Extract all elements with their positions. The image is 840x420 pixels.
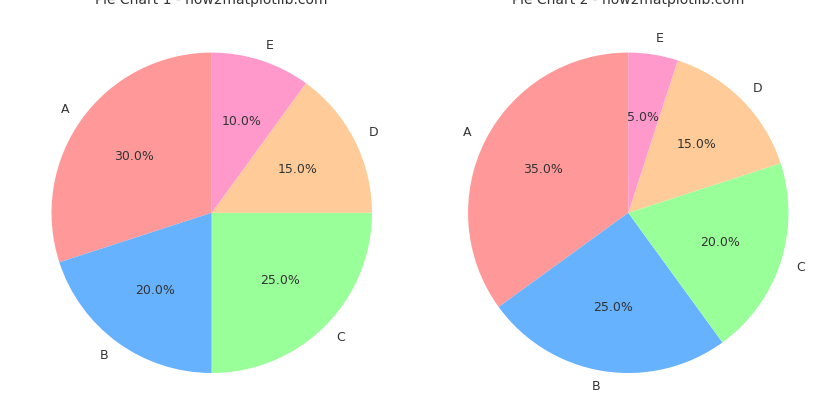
Text: 25.0%: 25.0%: [593, 301, 633, 314]
Wedge shape: [499, 213, 722, 373]
Text: E: E: [266, 39, 274, 52]
Text: 15.0%: 15.0%: [277, 163, 318, 176]
Wedge shape: [212, 52, 306, 213]
Text: E: E: [656, 32, 664, 45]
Wedge shape: [628, 52, 678, 213]
Text: 15.0%: 15.0%: [676, 138, 717, 151]
Wedge shape: [628, 60, 780, 213]
Title: Pie Chart 2 - how2matplotlib.com: Pie Chart 2 - how2matplotlib.com: [512, 0, 744, 7]
Text: B: B: [592, 381, 601, 394]
Text: 5.0%: 5.0%: [627, 111, 659, 124]
Text: C: C: [336, 331, 345, 344]
Wedge shape: [468, 52, 628, 307]
Text: 35.0%: 35.0%: [522, 163, 563, 176]
Text: 20.0%: 20.0%: [700, 236, 740, 249]
Text: 10.0%: 10.0%: [222, 115, 261, 128]
Text: 25.0%: 25.0%: [260, 274, 300, 287]
Text: A: A: [463, 126, 471, 139]
Wedge shape: [628, 163, 789, 342]
Text: C: C: [795, 261, 805, 274]
Wedge shape: [51, 52, 212, 262]
Text: 30.0%: 30.0%: [114, 150, 154, 163]
Text: 20.0%: 20.0%: [135, 284, 176, 297]
Text: D: D: [369, 126, 378, 139]
Wedge shape: [212, 213, 372, 373]
Title: Pie Chart 1 - how2matplotlib.com: Pie Chart 1 - how2matplotlib.com: [96, 0, 328, 7]
Text: D: D: [753, 81, 763, 94]
Wedge shape: [212, 83, 372, 213]
Text: B: B: [99, 349, 108, 362]
Wedge shape: [60, 213, 212, 373]
Text: A: A: [60, 103, 69, 116]
